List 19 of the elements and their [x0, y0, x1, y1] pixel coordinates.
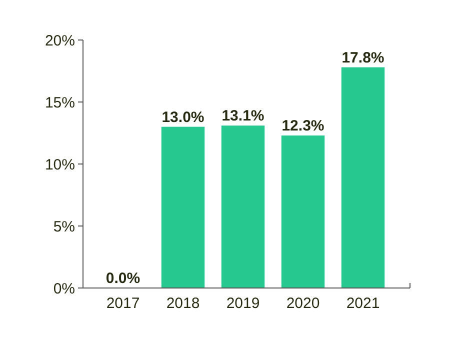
- bar: [341, 67, 385, 288]
- data-label: 12.3%: [282, 117, 324, 134]
- y-tick-label: 10%: [44, 156, 75, 174]
- y-tick-label: 0%: [53, 280, 75, 298]
- y-tick-label: 15%: [44, 94, 75, 112]
- data-label: 13.1%: [222, 108, 264, 125]
- y-tick-label: 20%: [44, 32, 75, 50]
- x-tick-label: 2020: [286, 295, 320, 312]
- data-label: 13.0%: [162, 108, 204, 126]
- x-tick-label: 2018: [166, 295, 200, 312]
- bar: [161, 126, 205, 288]
- x-tick-label: 2019: [226, 295, 260, 312]
- x-tick-label: 2021: [346, 295, 380, 312]
- y-tick-label: 5%: [53, 218, 75, 236]
- data-label: 17.8%: [342, 49, 384, 66]
- bar: [221, 126, 265, 288]
- data-label: 0.0%: [106, 270, 140, 287]
- x-tick-label: 2017: [106, 295, 140, 312]
- bar: [281, 135, 325, 288]
